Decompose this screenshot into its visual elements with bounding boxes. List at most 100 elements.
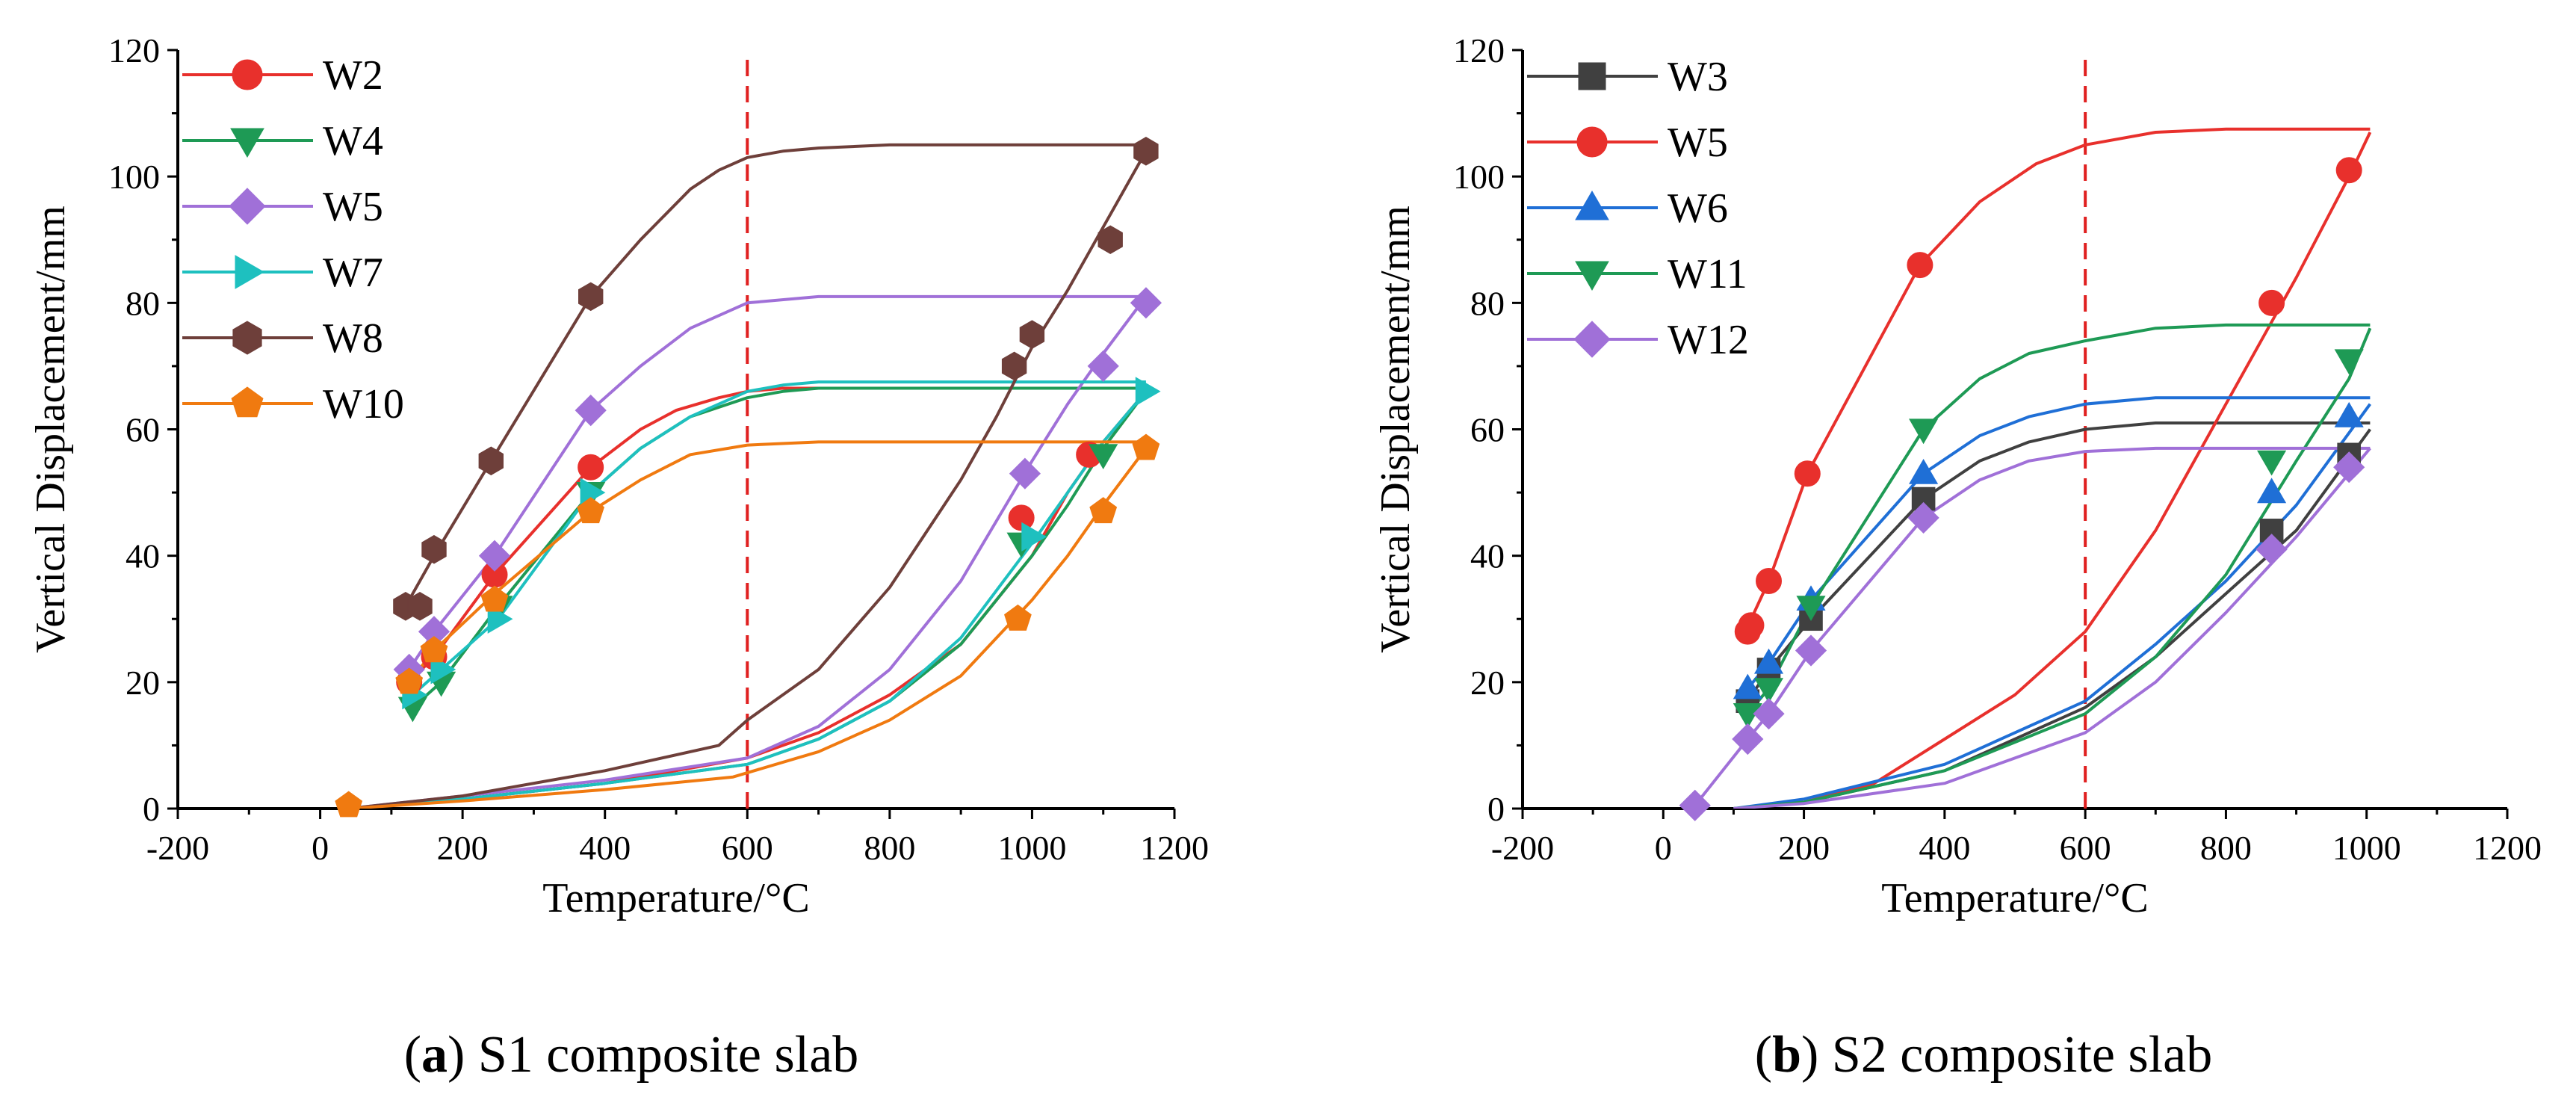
x-tick-label: -200: [1491, 829, 1554, 867]
series-w7-marker: [487, 604, 513, 634]
legend-marker-w2: [232, 59, 263, 90]
legend-label-w3: W3: [1668, 54, 1728, 100]
series-w8-marker: [1019, 320, 1045, 349]
x-tick-label: 400: [579, 829, 631, 867]
x-tick-label: 800: [864, 829, 915, 867]
series-w6-cooling-line: [1733, 403, 2372, 809]
series-w7-heating-line: [412, 380, 1146, 696]
y-tick-label: 60: [1470, 411, 1505, 449]
series-w6-marker: [1753, 648, 1784, 674]
legend-marker-w5: [1576, 126, 1608, 158]
series-w12-marker: [2255, 534, 2288, 566]
series-w11-cooling-line: [1733, 327, 2372, 809]
x-tick-label: 800: [2200, 829, 2252, 867]
series-w4-marker: [1089, 444, 1118, 469]
series-w11-marker: [1753, 678, 1784, 703]
series-w7-marker: [430, 655, 456, 685]
legend-marker-w8: [232, 321, 262, 355]
series-w2-marker: [1008, 504, 1035, 531]
series-w11-marker: [1796, 596, 1826, 621]
series-w7-marker: [1135, 377, 1161, 407]
y-tick-label: 100: [108, 158, 160, 196]
legend-label-w8: W8: [323, 315, 383, 362]
x-tick-label: 400: [1919, 829, 1970, 867]
series-w5-marker: [1130, 287, 1162, 319]
caption-b: (b) S2 composite slab: [1755, 1026, 2212, 1084]
series-w3-heating-line: [1746, 421, 2371, 702]
y-tick-label: 0: [143, 790, 160, 828]
series-w12-marker: [2333, 451, 2365, 484]
y-tick-label: 80: [1470, 284, 1505, 322]
legend: W3 W5 W6 W11 W12: [1527, 54, 1749, 363]
series-w10-heating-line: [408, 440, 1146, 684]
legend-label-w11: W11: [1668, 251, 1747, 297]
series-w5-marker: [575, 394, 607, 427]
series-w5-cooling-line: [348, 295, 1148, 809]
legend-marker-w6: [1575, 191, 1609, 220]
series-w5-marker: [2335, 157, 2362, 184]
series-w5-marker: [1794, 460, 1821, 487]
legend: W2 W4 W5 W7 W8 W10: [182, 52, 404, 427]
legend-marker-w11: [1575, 261, 1609, 291]
series-w8-marker: [421, 534, 447, 564]
series-w5-heating-line: [1746, 127, 2371, 632]
series-w8-marker: [407, 592, 433, 621]
series-w2-heating-line: [408, 386, 1146, 684]
series-w5-marker: [2258, 289, 2285, 316]
x-tick-label: -200: [146, 829, 209, 867]
series-w5-heating-line: [408, 294, 1146, 670]
x-tick-label: 1000: [2332, 829, 2401, 867]
series-w5-marker: [1738, 612, 1765, 639]
series-w10-marker: [1089, 497, 1118, 524]
legend-label-w7: W7: [323, 250, 383, 296]
series-w6-marker: [1733, 673, 1762, 699]
series-w12-heating-line: [1694, 446, 2371, 807]
legend-label-w10: W10: [323, 381, 404, 427]
series-w7-marker: [1021, 522, 1047, 552]
legend-label-w6: W6: [1668, 185, 1728, 232]
series-w10-marker: [577, 497, 604, 524]
series-w10-marker: [395, 667, 424, 694]
x-tick-label: 200: [1778, 829, 1830, 867]
plot-area: [348, 143, 1148, 809]
series-w5-marker: [478, 540, 511, 572]
series-w10-marker: [1004, 604, 1032, 631]
y-tick-label: 0: [1487, 790, 1505, 828]
series-w10-cooling-line: [348, 447, 1148, 809]
series-w3-marker: [1911, 486, 1936, 511]
series-w5-cooling-line: [1733, 132, 2372, 809]
y-tick-label: 20: [1470, 664, 1505, 702]
y-axis-title: Vertical Displacement/mm: [1372, 206, 1419, 653]
series-w6-marker: [2334, 401, 2364, 427]
series-w8-marker: [1001, 351, 1027, 381]
y-tick-label: 100: [1453, 158, 1505, 196]
series-w8-heating-line: [404, 143, 1146, 608]
legend-marker-w3: [1578, 62, 1606, 90]
series-w8-marker: [1097, 225, 1123, 254]
legend-label-w5: W5: [323, 184, 383, 230]
chart-s2: -200 0 200 400 600 800 1000 1200020406080100120…: [1372, 31, 2542, 921]
x-axis-title: Temperature/°C: [542, 875, 809, 921]
legend-marker-w7: [235, 255, 264, 289]
series-w12-marker: [1732, 723, 1764, 756]
series-w5-marker: [1009, 457, 1041, 489]
series-w12-marker: [1907, 501, 1939, 534]
y-tick-label: 20: [126, 664, 160, 702]
series-w12-marker: [1679, 789, 1711, 821]
series-w7-cooling-line: [348, 390, 1148, 809]
series-w11-marker: [2257, 450, 2287, 476]
series-w5-marker: [1756, 568, 1782, 594]
series-w8-marker: [1133, 137, 1159, 166]
x-tick-label: 1200: [2473, 829, 2542, 867]
y-tick-label: 120: [1453, 31, 1505, 69]
series-w6-marker: [1909, 459, 1939, 484]
caption-a: (a) S1 composite slab: [404, 1026, 859, 1084]
x-tick-label: 1200: [1140, 829, 1209, 867]
x-tick-label: 1000: [997, 829, 1066, 867]
series-w11-marker: [1733, 703, 1762, 729]
series-w6-heating-line: [1746, 396, 2371, 690]
legend-marker-w4: [230, 128, 264, 158]
y-tick-label: 40: [1470, 537, 1505, 575]
y-axis-title: Vertical Displacement/mm: [28, 206, 74, 653]
